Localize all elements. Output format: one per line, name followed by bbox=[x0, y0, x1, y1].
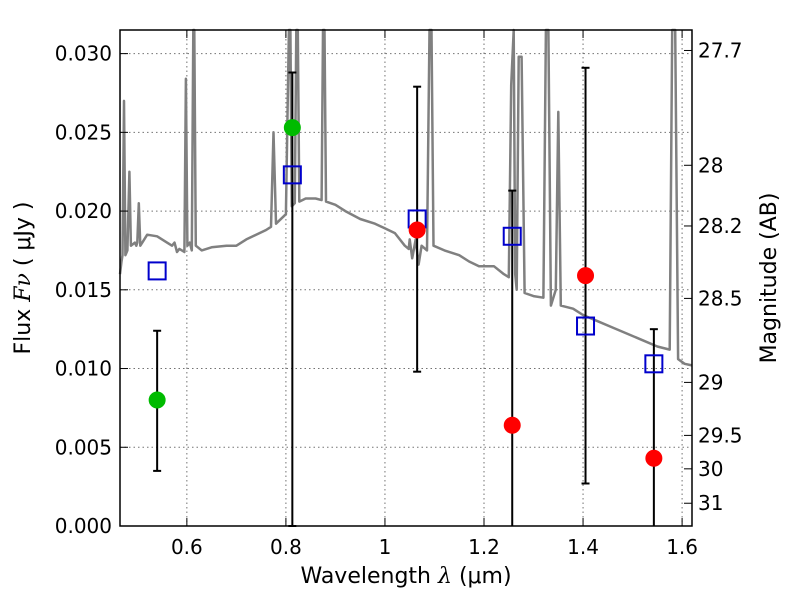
y-tick-label: 0.010 bbox=[55, 357, 112, 381]
y2-tick-label: 28.2 bbox=[698, 214, 743, 238]
y2-tick-label: 28 bbox=[698, 153, 723, 177]
model-photometry-square bbox=[282, 165, 302, 185]
y2-tick-label: 28.5 bbox=[698, 286, 743, 310]
plot-frame bbox=[119, 29, 693, 527]
detection-point bbox=[283, 119, 301, 137]
y-tick-label: 0.005 bbox=[55, 435, 112, 459]
errorbar-layer bbox=[153, 66, 658, 527]
model-photometry-square bbox=[147, 261, 167, 281]
y2-tick-label: 27.7 bbox=[698, 38, 743, 62]
y2-axis-title: Magnitude (AB) bbox=[757, 193, 782, 364]
y-tick-label: 0.000 bbox=[55, 514, 112, 538]
y-tick-label: 0.020 bbox=[55, 199, 112, 223]
nondetection-point bbox=[503, 416, 521, 434]
y2-tick-label: 31 bbox=[698, 491, 723, 515]
y2-tick-label: 30 bbox=[698, 457, 723, 481]
spectrum-line bbox=[118, 28, 693, 367]
x-tick-label: 1.6 bbox=[666, 535, 698, 559]
y-tick-label: 0.030 bbox=[55, 42, 112, 66]
x-tick-label: 0.8 bbox=[270, 535, 302, 559]
nondetection-point bbox=[408, 221, 426, 239]
model-photometry-square bbox=[502, 226, 522, 246]
x-tick-label: 1.4 bbox=[567, 535, 599, 559]
y-tick-label: 0.015 bbox=[55, 278, 112, 302]
x-tick-label: 1 bbox=[379, 535, 392, 559]
detection-point bbox=[148, 391, 166, 409]
y-tick-label: 0.025 bbox=[55, 120, 112, 144]
model-photometry-square bbox=[644, 354, 664, 374]
nondetection-point bbox=[645, 449, 663, 467]
nondetection-point bbox=[577, 267, 595, 285]
y2-tick-label: 29.5 bbox=[698, 423, 743, 447]
y2-tick-label: 29 bbox=[698, 370, 723, 394]
spectrum-layer bbox=[118, 28, 693, 367]
y-axis-title: Flux Fν ( μJy ) bbox=[11, 201, 36, 354]
marker-layer bbox=[147, 119, 664, 467]
x-axis-title: Wavelength λ (μm) bbox=[300, 564, 511, 589]
x-tick-label: 0.6 bbox=[171, 535, 203, 559]
x-tick-label: 1.2 bbox=[468, 535, 500, 559]
grid-layer bbox=[120, 30, 692, 527]
model-photometry-square bbox=[576, 316, 596, 336]
tick-layer: 0.6 0.8 1 1.2 1.4 1.6 0.000 0.005 0.010 0.015 0.02… bbox=[55, 30, 743, 559]
